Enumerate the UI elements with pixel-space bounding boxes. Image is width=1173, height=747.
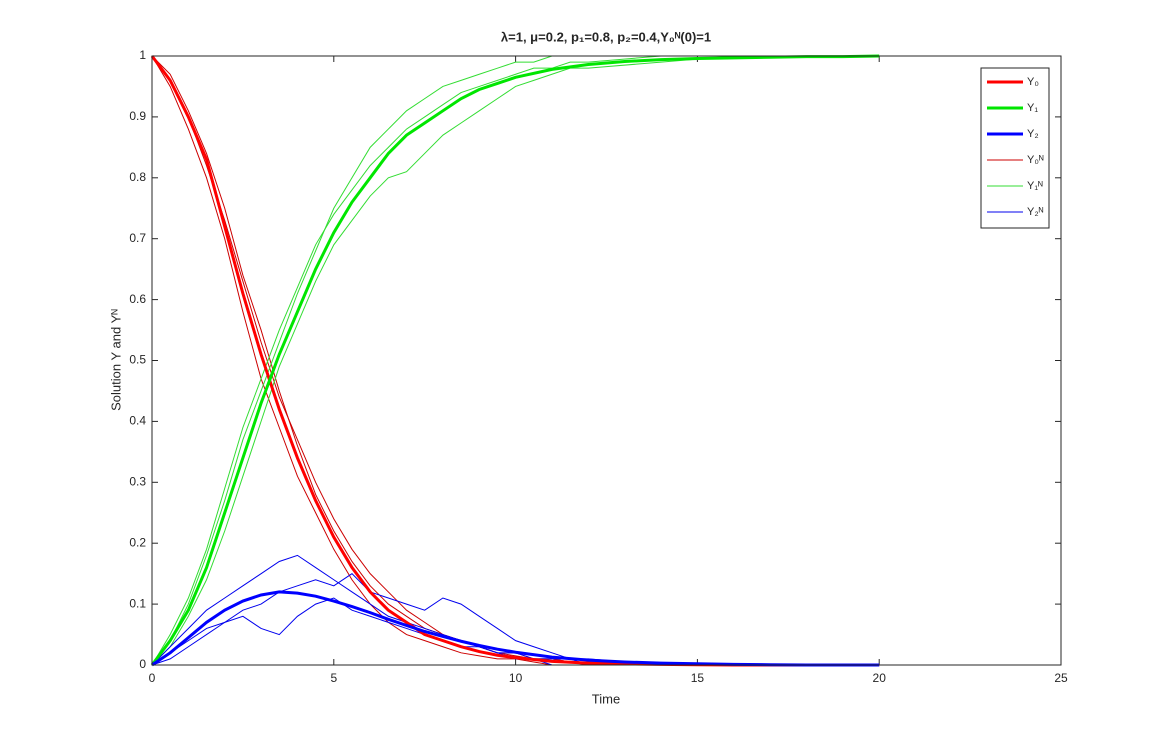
y-tick-label: 0.2: [129, 535, 146, 549]
x-tick-label: 10: [509, 671, 523, 685]
legend-label: Y₁: [1027, 102, 1038, 114]
x-axis-label: Time: [592, 691, 620, 706]
y-tick-label: 0.3: [129, 474, 146, 488]
x-tick-label: 0: [149, 671, 156, 685]
legend-label: Y₂ᴺ: [1027, 206, 1044, 218]
legend-box: [980, 67, 1050, 229]
chart-title: λ=1, μ=0.2, p₁=0.8, p₂=0.4,Y₀ᴺ(0)=1: [501, 29, 711, 44]
y-tick-label: 0.7: [129, 231, 146, 245]
legend-label: Y₂: [1027, 128, 1039, 140]
x-tick-label: 20: [873, 671, 887, 685]
y-tick-label: 1: [139, 48, 146, 62]
stochastic-line: [151, 55, 880, 666]
x-tick-label: 25: [1054, 671, 1068, 685]
y-tick-label: 0.4: [129, 414, 146, 428]
stochastic-line: [151, 55, 880, 666]
mean-line: [151, 590, 880, 667]
x-tick-label: 5: [330, 671, 337, 685]
legend-label: Y₀: [1027, 76, 1039, 88]
axes-box: [151, 55, 1062, 666]
legend-label: Y₀ᴺ: [1027, 154, 1044, 166]
y-tick-label: 0.9: [129, 109, 146, 123]
legend-label: Y₁ᴺ: [1027, 180, 1043, 192]
x-tick-label: 15: [691, 671, 705, 685]
y-tick-label: 0.5: [129, 353, 146, 367]
y-axis-label: Solution Y and Yᴺ: [108, 309, 123, 411]
y-tick-label: 0.6: [129, 292, 146, 306]
mean-line: [150, 54, 880, 666]
y-tick-label: 0.1: [129, 596, 146, 610]
y-tick-label: 0: [139, 657, 146, 671]
y-tick-label: 0.8: [129, 170, 146, 184]
